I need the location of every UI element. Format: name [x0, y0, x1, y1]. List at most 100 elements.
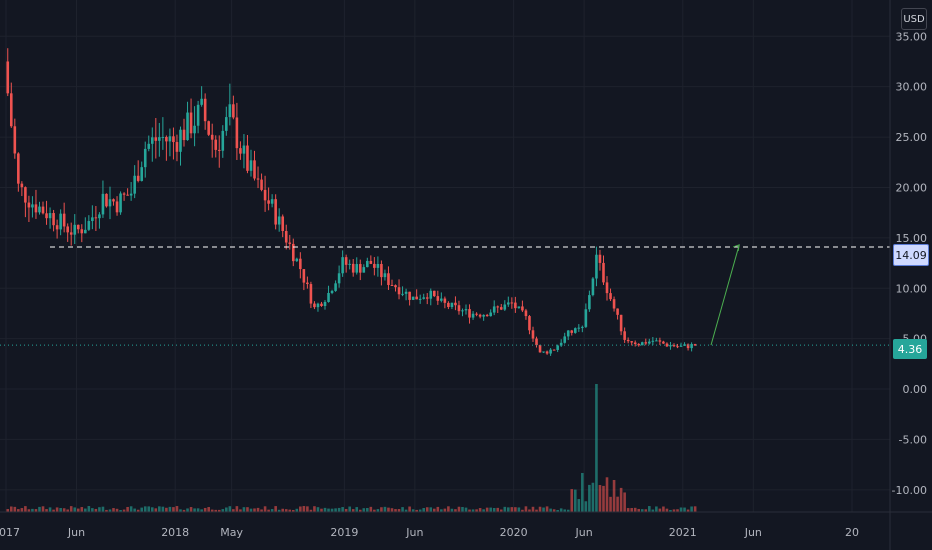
- volume-bar: [651, 509, 655, 512]
- volume-bar: [344, 508, 348, 512]
- candle-body: [291, 243, 295, 262]
- candle-body: [514, 302, 517, 309]
- volume-bar: [440, 509, 443, 512]
- y-tick-label: -10.00: [892, 484, 927, 497]
- candle-body: [101, 193, 105, 215]
- volume-bar: [105, 509, 108, 512]
- candle-body: [538, 345, 542, 353]
- volume-bar: [13, 506, 17, 512]
- volume-bar: [136, 509, 140, 512]
- volume-bar: [471, 509, 475, 512]
- candle-body: [499, 307, 503, 310]
- volume-bar: [408, 506, 411, 512]
- projection-line[interactable]: [710, 244, 740, 346]
- volume-bar: [418, 509, 422, 512]
- candle-body: [161, 136, 165, 138]
- volume-bar: [619, 487, 623, 512]
- candle-body: [323, 301, 327, 306]
- volume-bar: [52, 509, 55, 512]
- volume-bar: [330, 508, 334, 512]
- y-tick-label: 35.00: [896, 30, 928, 43]
- volume-bar: [450, 508, 454, 512]
- candle-body: [542, 351, 545, 353]
- volume-bar: [108, 509, 112, 512]
- volume-bar: [17, 509, 20, 512]
- candle-body: [76, 224, 80, 230]
- candle-body: [267, 200, 270, 204]
- volume-bar: [549, 508, 552, 512]
- candle-body: [256, 178, 260, 180]
- volume-bar: [306, 506, 309, 512]
- volume-bar: [203, 507, 207, 512]
- volume-bar: [38, 506, 41, 512]
- volume-bar: [143, 506, 147, 512]
- volume-bar: [464, 507, 468, 512]
- volume-bar: [6, 509, 10, 512]
- candle-body: [87, 221, 91, 230]
- candle-body: [401, 293, 404, 295]
- candle-body: [108, 199, 112, 207]
- volume-bar: [538, 506, 542, 512]
- volume-bar: [112, 508, 115, 512]
- candle-body: [672, 345, 676, 347]
- candle-body: [387, 273, 390, 285]
- candle-body: [605, 282, 609, 294]
- volume-bar: [221, 509, 225, 512]
- candle-body: [676, 346, 679, 348]
- volume-bar: [59, 508, 62, 512]
- candle-body: [418, 298, 422, 300]
- volume-bar: [496, 507, 500, 512]
- candle-body: [690, 344, 693, 349]
- volume-bar: [274, 506, 277, 512]
- currency-badge[interactable]: USD: [901, 8, 927, 30]
- volume-bar: [140, 507, 144, 512]
- x-tick-label: 2020: [500, 526, 528, 539]
- volume-bar: [186, 508, 189, 512]
- candle-body: [658, 340, 662, 342]
- x-tick-label: 2017: [0, 526, 20, 539]
- candle-body: [253, 160, 256, 179]
- candle-body: [440, 298, 443, 301]
- volume-bar: [362, 508, 366, 512]
- volume-bar: [556, 509, 559, 512]
- y-tick-label: -5.00: [899, 433, 927, 446]
- volume-bar: [309, 509, 313, 512]
- candle-body: [584, 309, 588, 327]
- candle-body: [210, 134, 214, 140]
- candle-body: [598, 254, 602, 263]
- candle-body: [150, 137, 154, 144]
- volume-bar: [260, 509, 263, 512]
- volume-bar: [581, 472, 584, 512]
- candle-body: [355, 264, 359, 273]
- volume-bar: [323, 507, 327, 512]
- candle-body: [640, 342, 644, 346]
- volume-bar: [129, 506, 133, 512]
- volume-bar: [253, 508, 256, 512]
- volume-bar: [672, 509, 676, 512]
- volume-bar: [584, 501, 588, 512]
- candle-body: [17, 153, 20, 184]
- candle-body: [489, 312, 492, 317]
- volume-bar: [150, 507, 154, 512]
- volume-bar: [387, 507, 390, 512]
- candle-body: [27, 202, 31, 208]
- candle-body: [432, 290, 436, 297]
- volume-bar: [499, 509, 503, 512]
- volume-bar: [648, 506, 651, 512]
- volume-bar: [425, 507, 429, 512]
- volume-bar: [302, 506, 306, 512]
- candle-body: [302, 269, 306, 283]
- candle-body: [351, 263, 355, 273]
- volume-bar: [482, 509, 485, 512]
- volume-bar: [327, 508, 330, 512]
- volume-bar: [623, 492, 626, 512]
- candle-body: [411, 296, 415, 300]
- candle-body: [464, 309, 468, 311]
- candle-body: [284, 231, 288, 243]
- candle-body: [619, 314, 623, 332]
- volume-bar: [542, 507, 545, 512]
- candle-body: [52, 213, 55, 226]
- candle-body: [295, 258, 299, 262]
